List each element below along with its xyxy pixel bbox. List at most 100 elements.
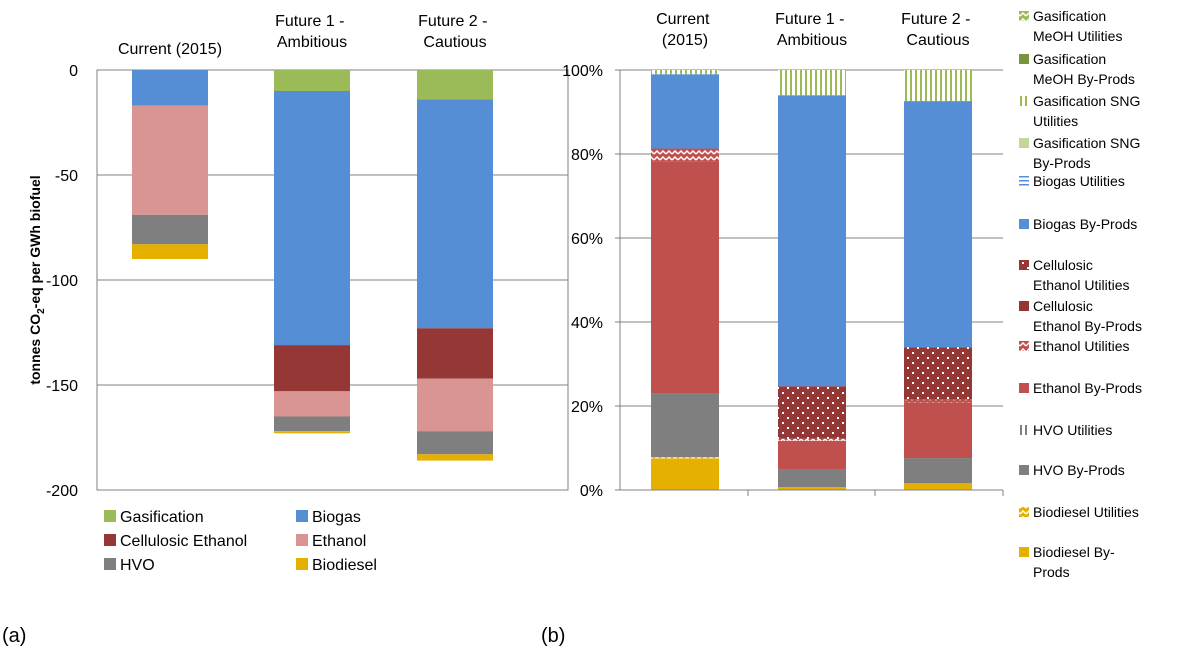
chart-b-legend-label-line: Ethanol Utilities	[1033, 277, 1130, 293]
chart-b-legend-label: Ethanol By-Prods	[1033, 380, 1142, 396]
chart-b-legend-label-line: Biogas Utilities	[1033, 173, 1125, 189]
chart-b-legend-label: HVO By-Prods	[1033, 462, 1125, 478]
chart-b-category-label-line2: Cautious	[906, 32, 969, 49]
chart-b-category-label: Current (2015)	[656, 11, 714, 49]
chart-b-legend-label: Biogas Utilities	[1033, 173, 1125, 189]
chart-a-bar-segment	[132, 70, 208, 106]
chart-b-legend-swatch	[1019, 465, 1029, 475]
chart-b-legend-swatch	[1019, 341, 1029, 351]
chart-b-legend-label: HVO Utilities	[1033, 422, 1112, 438]
chart-b-bars	[651, 70, 972, 490]
chart-a-bar-segment	[274, 345, 350, 392]
chart-b-bar-segment	[778, 386, 846, 439]
chart-b-bar-segment	[651, 393, 719, 458]
chart-a-y-tick-label: -200	[46, 483, 78, 500]
chart-b-bar-segment	[651, 161, 719, 394]
chart-a-legend-label: Gasification	[120, 509, 204, 526]
chart-a-category-labels: Current (2015) Future 1 - Ambitious Futu…	[118, 13, 492, 58]
chart-b-legend-label: Gasification MeOH Utilities	[1033, 8, 1122, 44]
chart-b-bar-segment	[651, 74, 719, 149]
chart-b-bar-segment	[904, 402, 972, 459]
chart-b-bar-segment	[778, 487, 846, 490]
chart-b-legend-label: Gasification SNG By-Prods	[1033, 135, 1140, 171]
chart-a-bar-segment	[132, 105, 208, 215]
chart-a-bar-segment	[132, 214, 208, 245]
chart-b-legend-label-line: Biodiesel Utilities	[1033, 504, 1139, 520]
chart-b-legend-swatch	[1019, 383, 1029, 393]
chart-a-category-label-line2: Ambitious	[277, 34, 347, 51]
chart-b-legend-label-line: Cellulosic	[1033, 298, 1093, 314]
chart-b-bar-segment	[904, 458, 972, 484]
chart-b-category-label-line1: Future 2 -	[901, 11, 970, 28]
chart-b-legend-label-line: Prods	[1033, 564, 1070, 580]
chart-b-legend-label-line: Gasification SNG	[1033, 93, 1140, 109]
chart-a-legend: Gasification Biogas Cellulosic Ethanol Etha…	[104, 509, 377, 574]
chart-a-bar-segment	[417, 378, 493, 432]
chart-b-bar-segment	[651, 457, 719, 459]
chart-b-y-tick-label: 40%	[571, 315, 603, 332]
chart-a-y-tick-label: -100	[46, 273, 78, 290]
chart-b-y-tick-label: 0%	[580, 483, 603, 500]
chart-a-category-label: Future 1 - Ambitious	[275, 13, 349, 51]
chart-a-legend-label: Ethanol	[312, 533, 366, 550]
chart-b-bar-segment	[778, 469, 846, 488]
chart-b-legend: Gasification MeOH Utilities Gasification Me…	[1019, 8, 1142, 580]
chart-b-legend-label-line: HVO By-Prods	[1033, 462, 1125, 478]
chart-b-y-tick-label: 100%	[562, 63, 603, 80]
chart-b-bar-segment	[778, 70, 846, 96]
chart-b-bar-segment	[904, 483, 972, 490]
chart-b-legend-swatch	[1019, 96, 1029, 106]
chart-b-legend-label: Cellulosic Ethanol Utilities	[1033, 257, 1130, 293]
chart-b-bar-segment	[904, 347, 972, 400]
chart-b-bar-segment	[904, 101, 972, 348]
chart-a-legend-swatch	[296, 558, 308, 570]
chart-a-category-label-line2: Cautious	[423, 34, 486, 51]
chart-b-legend-label: Biodiesel Utilities	[1033, 504, 1139, 520]
chart-b-legend-swatch	[1019, 260, 1029, 270]
chart-b-legend-label-line: Gasification	[1033, 51, 1106, 67]
chart-a-bar-segment	[274, 70, 350, 91]
chart-a-bars	[132, 70, 493, 461]
chart-b-legend-label: Gasification SNG Utilities	[1033, 93, 1140, 129]
chart-a-bar-segment	[274, 431, 350, 434]
chart-a-y-axis-label: tonnes CO2-eq per GWh biofuel	[27, 175, 47, 384]
chart-b-category-label: Future 2 - Cautious	[901, 11, 975, 49]
chart-b-bar-segment	[651, 148, 719, 162]
chart-b-legend-swatch	[1019, 176, 1029, 186]
chart-a-bar-segment	[417, 70, 493, 100]
panel-label-a: (a)	[2, 625, 26, 647]
chart-a-bar-segment	[417, 328, 493, 379]
chart-b-legend-swatch	[1019, 425, 1029, 435]
chart-a-category-label-line1: Future 2 -	[418, 13, 487, 30]
chart-b-bar-segment	[651, 70, 719, 75]
chart-b-legend-swatch	[1019, 219, 1029, 229]
chart-b-legend-label-line: Gasification SNG	[1033, 135, 1140, 151]
chart-b-legend-label-line: Ethanol Utilities	[1033, 338, 1130, 354]
chart-a-legend-label: Biodiesel	[312, 557, 377, 574]
chart-b-bar-segment	[778, 95, 846, 387]
chart-a-bar-segment	[417, 454, 493, 461]
chart-b-legend-swatch	[1019, 301, 1029, 311]
chart-a-bar-segment	[417, 99, 493, 329]
chart-a-y-tick-label: -150	[46, 378, 78, 395]
chart-b-category-label-line2: (2015)	[662, 32, 708, 49]
chart-b-bar-segment	[778, 440, 846, 470]
chart-b-legend-label: Cellulosic Ethanol By-Prods	[1033, 298, 1142, 334]
chart-a-legend-swatch	[104, 510, 116, 522]
chart-b-legend-label-line: HVO Utilities	[1033, 422, 1112, 438]
chart-a-legend-label: Cellulosic Ethanol	[120, 533, 247, 550]
chart-b-y-tick-label: 60%	[571, 231, 603, 248]
chart-a-bar-segment	[417, 431, 493, 455]
panel-label-b: (b)	[541, 625, 565, 647]
chart-a-y-tick-labels: 0 -50 -100 -150 -200	[46, 63, 78, 500]
chart-b-legend-label-line: MeOH By-Prods	[1033, 71, 1135, 87]
chart-a-category-label: Future 2 - Cautious	[418, 13, 492, 51]
chart-b-bar-segment	[904, 70, 972, 102]
chart-a-bar-segment	[274, 91, 350, 346]
chart-a-legend-swatch	[296, 534, 308, 546]
chart-b-category-label-line1: Future 1 -	[775, 11, 844, 28]
chart-b-legend-label-line: Ethanol By-Prods	[1033, 318, 1142, 334]
chart-a-y-tick-label: -50	[55, 168, 78, 185]
chart-a-y-tick-label: 0	[69, 63, 78, 80]
